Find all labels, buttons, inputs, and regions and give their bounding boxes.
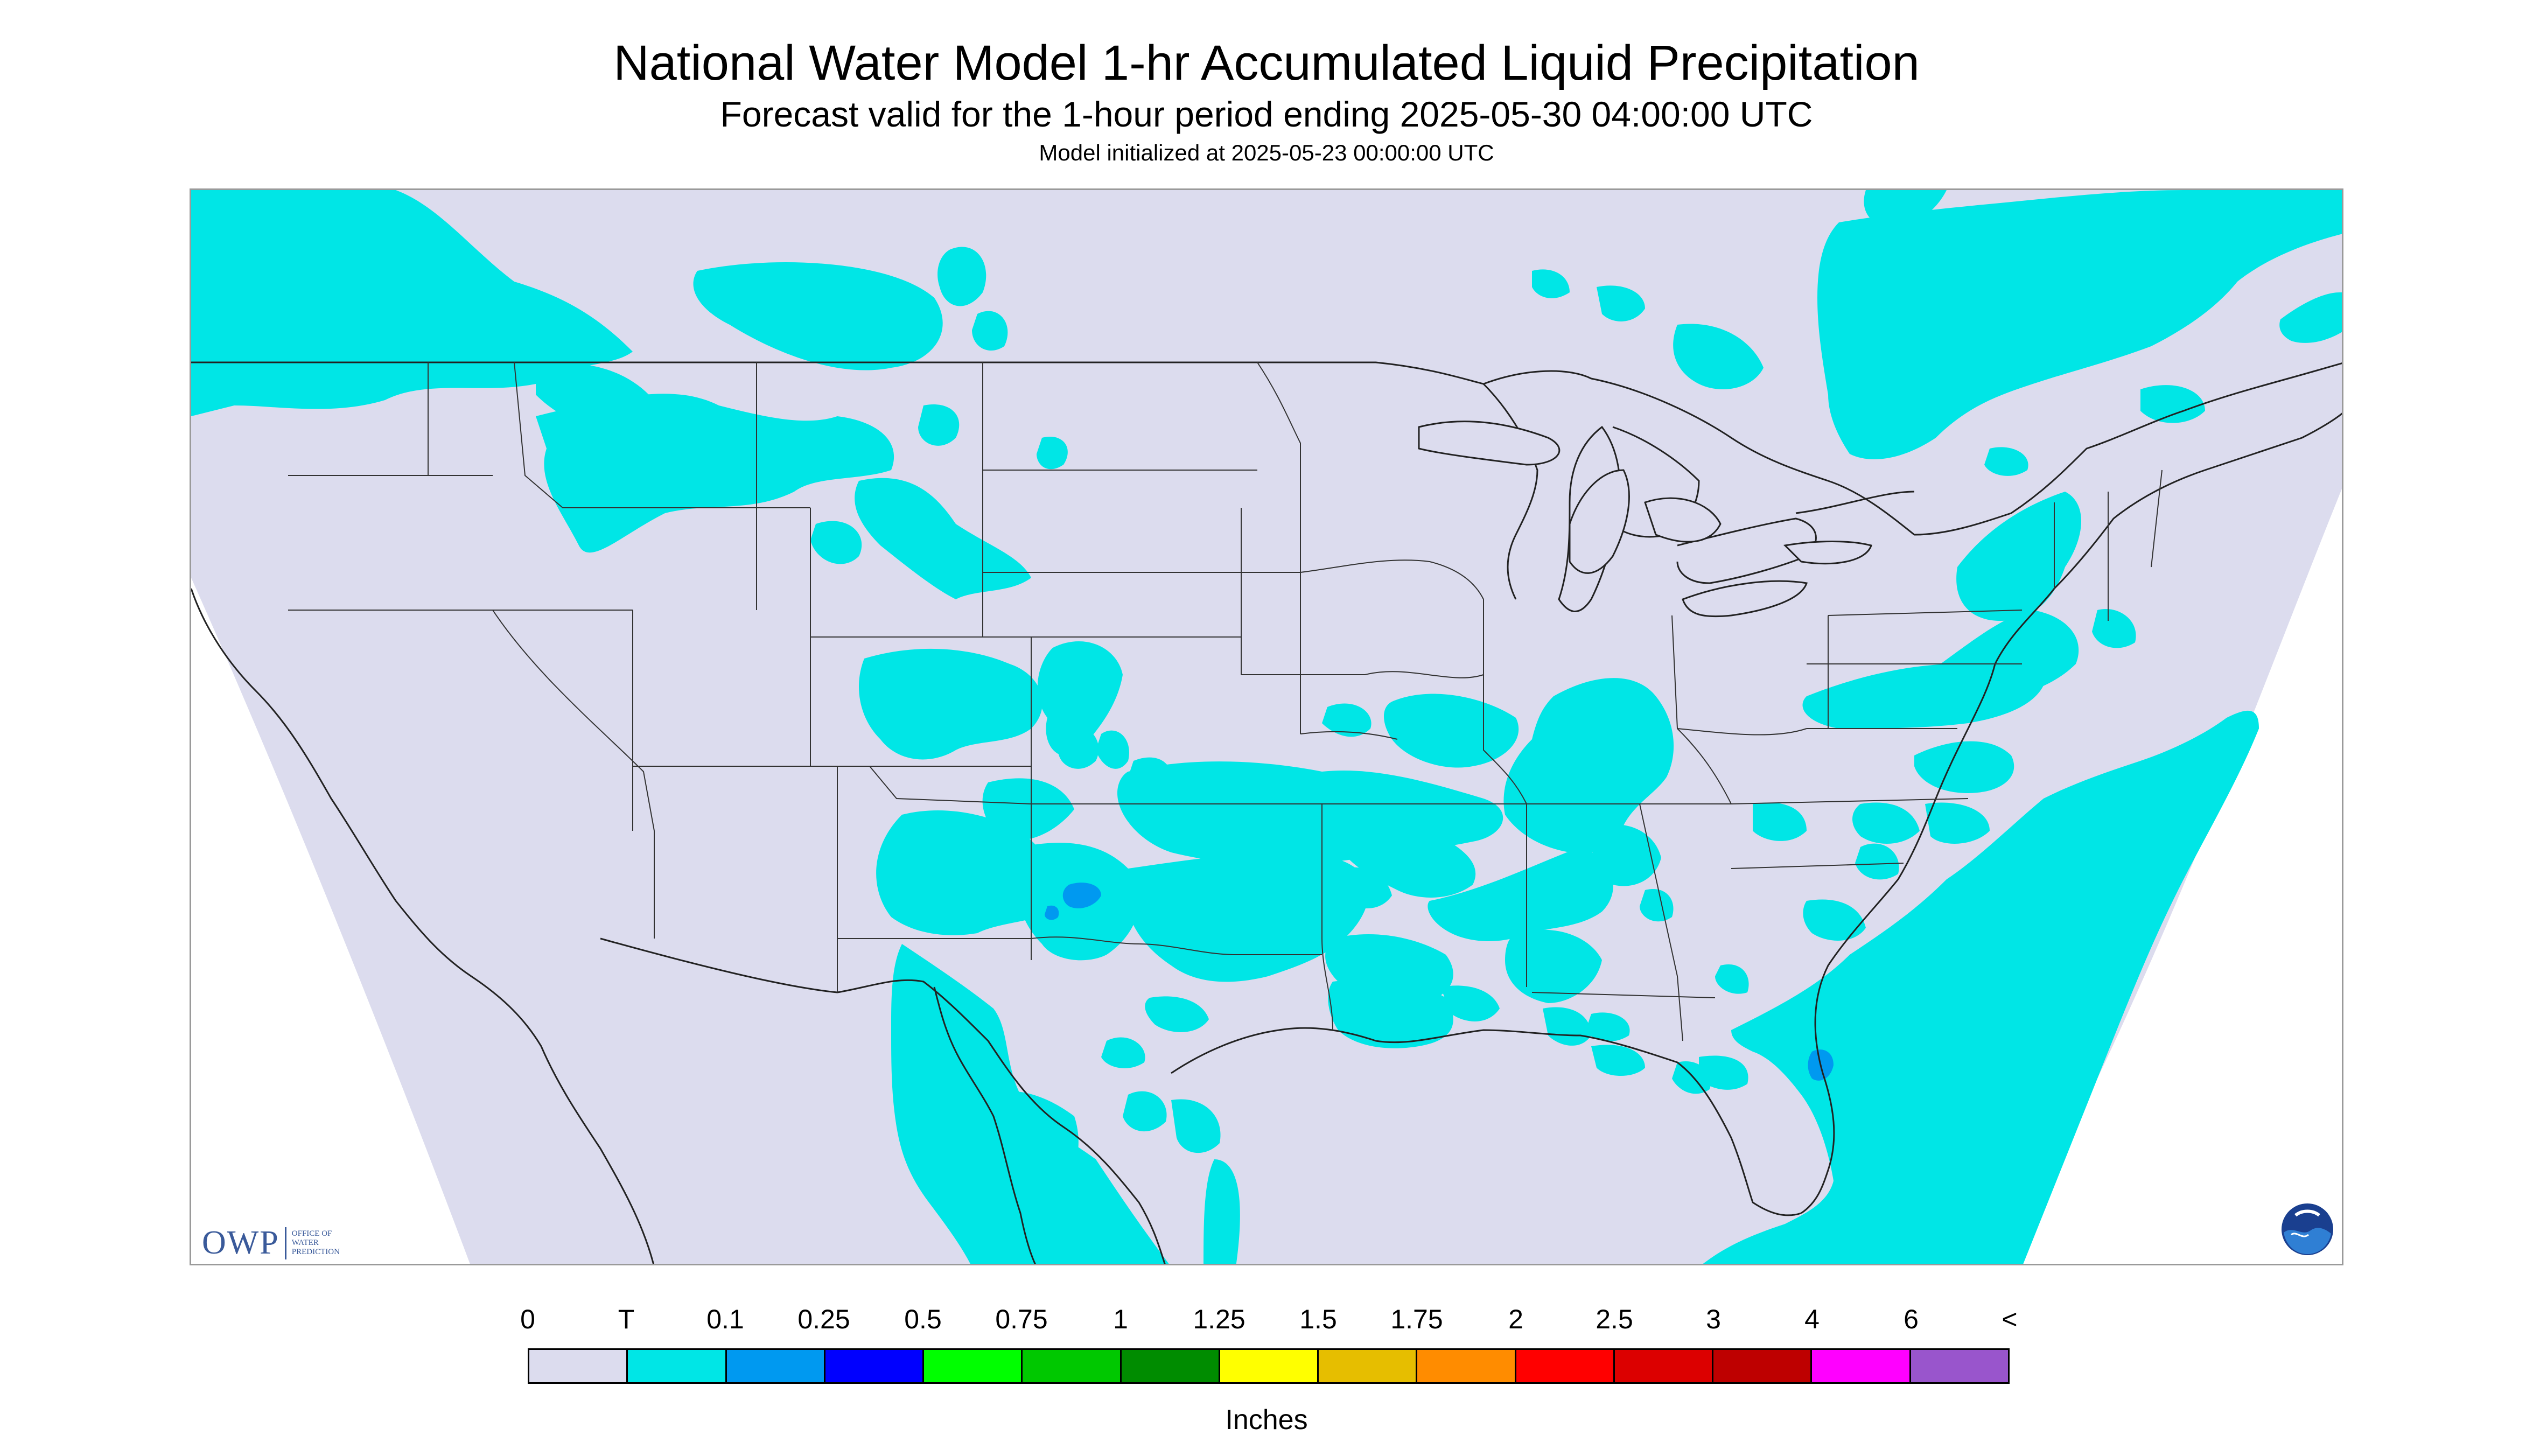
legend-swatch bbox=[726, 1350, 825, 1382]
legend-label: T bbox=[618, 1304, 635, 1334]
precipitation-map[interactable]: OWP OFFICE OF WATER PREDICTION bbox=[190, 188, 2343, 1265]
legend-label: 1.25 bbox=[1193, 1304, 1245, 1334]
legend-colorbar bbox=[528, 1348, 2010, 1384]
domain-edge-right bbox=[2002, 488, 2342, 1264]
legend-label: 0.25 bbox=[797, 1304, 850, 1334]
legend-label: 6 bbox=[1904, 1304, 1919, 1334]
legend-label: 0.1 bbox=[706, 1304, 744, 1334]
legend-swatch bbox=[825, 1350, 925, 1382]
owp-logo-divider bbox=[284, 1227, 286, 1259]
legend-label: 0.5 bbox=[904, 1304, 942, 1334]
legend-label: 4 bbox=[1804, 1304, 1820, 1334]
legend-swatch bbox=[529, 1350, 628, 1382]
legend-swatch bbox=[1713, 1350, 1813, 1382]
legend-label: 1.75 bbox=[1390, 1304, 1443, 1334]
owp-logo-subtext: OFFICE OF WATER PREDICTION bbox=[291, 1229, 340, 1256]
legend-swatch bbox=[1121, 1350, 1220, 1382]
great-lakes bbox=[1418, 421, 1872, 618]
legend-swatch bbox=[1516, 1350, 1615, 1382]
legend-label: 1.5 bbox=[1299, 1304, 1337, 1334]
legend-unit-label: Inches bbox=[1225, 1404, 1308, 1436]
legend-label: 3 bbox=[1706, 1304, 1721, 1334]
legend-label: 0.75 bbox=[995, 1304, 1048, 1334]
owp-logo-text: OWP bbox=[202, 1224, 279, 1261]
legend-label: 2 bbox=[1508, 1304, 1523, 1334]
legend-label: < bbox=[2002, 1304, 2018, 1334]
model-init-note: Model initialized at 2025-05-23 00:00:00… bbox=[1039, 140, 1494, 165]
legend-swatch bbox=[1023, 1350, 1122, 1382]
legend-swatch bbox=[1812, 1350, 1911, 1382]
legend-swatch bbox=[628, 1350, 727, 1382]
precip-trace-areas bbox=[191, 190, 2342, 1264]
legend-swatch bbox=[1319, 1350, 1418, 1382]
map-title: National Water Model 1-hr Accumulated Li… bbox=[613, 36, 1920, 90]
legend-swatch bbox=[1220, 1350, 1319, 1382]
legend-swatch bbox=[924, 1350, 1023, 1382]
owp-logo: OWP OFFICE OF WATER PREDICTION bbox=[202, 1224, 356, 1262]
country-boundaries bbox=[191, 361, 2342, 1264]
legend-swatch bbox=[1614, 1350, 1714, 1382]
noaa-emblem-icon bbox=[2282, 1203, 2333, 1255]
state-boundaries bbox=[288, 362, 2163, 1041]
legend-swatch bbox=[1911, 1350, 2008, 1382]
legend-label: 0 bbox=[520, 1304, 535, 1334]
map-canvas bbox=[191, 190, 2342, 1264]
map-subtitle: Forecast valid for the 1-hour period end… bbox=[720, 94, 1813, 134]
noaa-logo bbox=[2280, 1202, 2334, 1256]
domain-edge-left bbox=[191, 578, 470, 1264]
legend-swatch bbox=[1417, 1350, 1516, 1382]
legend-label: 2.5 bbox=[1596, 1304, 1633, 1334]
legend-label: 1 bbox=[1113, 1304, 1128, 1334]
legend-labels: 0 T 0.1 0.25 0.5 0.75 1 1.25 1.5 1.75 2 … bbox=[0, 1303, 2533, 1341]
